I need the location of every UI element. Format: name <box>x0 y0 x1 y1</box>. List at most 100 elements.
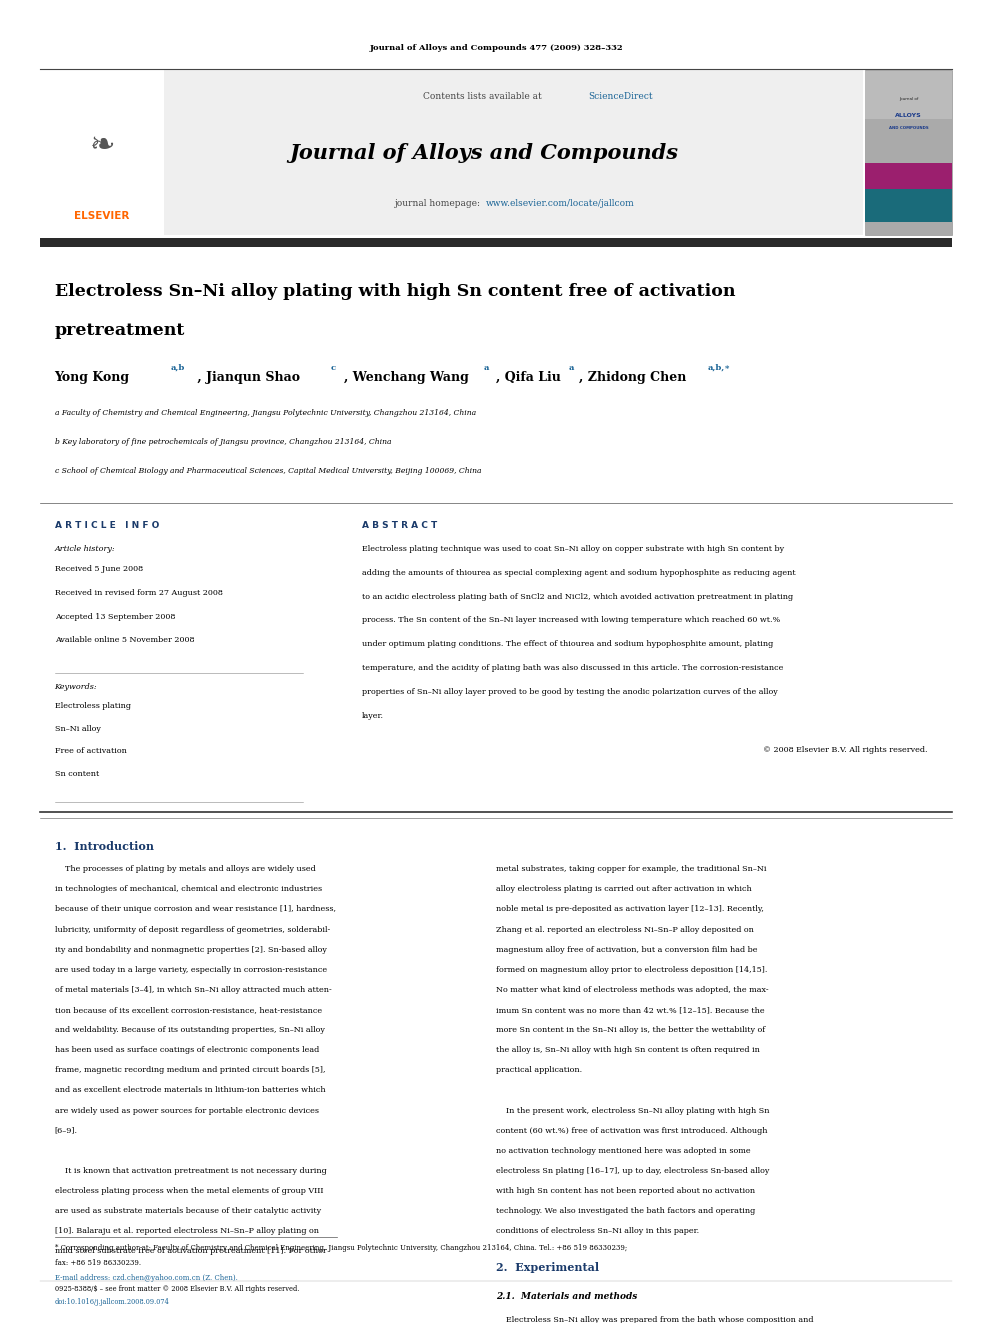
Text: Sn content: Sn content <box>55 770 99 778</box>
Text: Electroless plating technique was used to coat Sn–Ni alloy on copper substrate w: Electroless plating technique was used t… <box>362 545 785 553</box>
Text: © 2008 Elsevier B.V. All rights reserved.: © 2008 Elsevier B.V. All rights reserved… <box>763 746 928 754</box>
Text: practical application.: practical application. <box>496 1066 582 1074</box>
Text: fax: +86 519 86330239.: fax: +86 519 86330239. <box>55 1259 141 1267</box>
Text: and as excellent electrode materials in lithium-ion batteries which: and as excellent electrode materials in … <box>55 1086 325 1094</box>
Text: Available online 5 November 2008: Available online 5 November 2008 <box>55 636 194 644</box>
Text: noble metal is pre-deposited as activation layer [12–13]. Recently,: noble metal is pre-deposited as activati… <box>496 905 764 913</box>
Text: pretreatment: pretreatment <box>55 323 185 339</box>
Text: It is known that activation pretreatment is not necessary during: It is known that activation pretreatment… <box>55 1167 326 1175</box>
Text: Contents lists available at: Contents lists available at <box>424 93 545 101</box>
Text: Journal of Alloys and Compounds: Journal of Alloys and Compounds <box>290 143 679 164</box>
Text: The processes of plating by metals and alloys are widely used: The processes of plating by metals and a… <box>55 865 315 873</box>
Text: 1.  Introduction: 1. Introduction <box>55 841 154 852</box>
Text: are used as substrate materials because of their catalytic activity: are used as substrate materials because … <box>55 1207 320 1215</box>
Text: * Corresponding author at: Faculty of Chemistry and Chemical Engineering, Jiangs: * Corresponding author at: Faculty of Ch… <box>55 1244 627 1252</box>
Text: adding the amounts of thiourea as special complexing agent and sodium hypophosph: adding the amounts of thiourea as specia… <box>362 569 796 577</box>
Text: 0925-8388/$ – see front matter © 2008 Elsevier B.V. All rights reserved.: 0925-8388/$ – see front matter © 2008 El… <box>55 1285 299 1293</box>
Bar <box>40 238 952 247</box>
Text: Sn–Ni alloy: Sn–Ni alloy <box>55 725 100 733</box>
Text: , Zhidong Chen: , Zhidong Chen <box>579 370 686 384</box>
Text: are used today in a large variety, especially in corrosion-resistance: are used today in a large variety, espec… <box>55 966 326 974</box>
Text: , Jianqun Shao: , Jianqun Shao <box>193 370 301 384</box>
Text: A R T I C L E   I N F O: A R T I C L E I N F O <box>55 521 159 529</box>
Text: properties of Sn–Ni alloy layer proved to be good by testing the anodic polariza: properties of Sn–Ni alloy layer proved t… <box>362 688 778 696</box>
Text: Keywords:: Keywords: <box>55 683 97 691</box>
Text: 2.1.  Materials and methods: 2.1. Materials and methods <box>496 1291 638 1301</box>
Bar <box>40 70 164 235</box>
Text: , Wenchang Wang: , Wenchang Wang <box>344 370 469 384</box>
Text: frame, magnetic recording medium and printed circuit boards [5],: frame, magnetic recording medium and pri… <box>55 1066 325 1074</box>
Text: Article history:: Article history: <box>55 545 115 553</box>
Text: Received 5 June 2008: Received 5 June 2008 <box>55 565 143 573</box>
Text: Received in revised form 27 August 2008: Received in revised form 27 August 2008 <box>55 589 222 597</box>
Text: ELSEVIER: ELSEVIER <box>74 210 130 221</box>
Bar <box>865 70 952 235</box>
Text: more Sn content in the Sn–Ni alloy is, the better the wettability of: more Sn content in the Sn–Ni alloy is, t… <box>496 1027 765 1035</box>
Text: content (60 wt.%) free of activation was first introduced. Although: content (60 wt.%) free of activation was… <box>496 1127 768 1135</box>
Text: imum Sn content was no more than 42 wt.% [12–15]. Because the: imum Sn content was no more than 42 wt.%… <box>496 1005 765 1013</box>
Text: 2.  Experimental: 2. Experimental <box>496 1262 599 1273</box>
Text: [6–9].: [6–9]. <box>55 1127 77 1135</box>
Text: a: a <box>568 364 574 372</box>
Text: In the present work, electroless Sn–Ni alloy plating with high Sn: In the present work, electroless Sn–Ni a… <box>496 1106 770 1114</box>
Text: because of their unique corrosion and wear resistance [1], hardness,: because of their unique corrosion and we… <box>55 905 335 913</box>
Text: has been used as surface coatings of electronic components lead: has been used as surface coatings of ele… <box>55 1046 318 1054</box>
Text: ity and bondability and nonmagnetic properties [2]. Sn-based alloy: ity and bondability and nonmagnetic prop… <box>55 946 326 954</box>
Text: technology. We also investigated the bath factors and operating: technology. We also investigated the bat… <box>496 1207 755 1215</box>
Text: layer.: layer. <box>362 712 384 720</box>
Text: a,b: a,b <box>171 364 185 372</box>
Text: Free of activation: Free of activation <box>55 747 126 755</box>
Text: Journal of Alloys and Compounds 477 (2009) 328–332: Journal of Alloys and Compounds 477 (200… <box>369 44 623 52</box>
Text: a: a <box>484 364 490 372</box>
Text: a Faculty of Chemistry and Chemical Engineering, Jiangsu Polytechnic University,: a Faculty of Chemistry and Chemical Engi… <box>55 409 476 417</box>
Text: of metal materials [3–4], in which Sn–Ni alloy attracted much atten-: of metal materials [3–4], in which Sn–Ni… <box>55 986 331 994</box>
Text: ALLOYS: ALLOYS <box>896 112 922 118</box>
Text: with high Sn content has not been reported about no activation: with high Sn content has not been report… <box>496 1187 755 1195</box>
Text: journal homepage:: journal homepage: <box>395 200 484 208</box>
Bar <box>40 70 863 235</box>
Text: c School of Chemical Biology and Pharmaceutical Sciences, Capital Medical Univer: c School of Chemical Biology and Pharmac… <box>55 467 481 475</box>
Text: are widely used as power sources for portable electronic devices: are widely used as power sources for por… <box>55 1106 318 1114</box>
Text: to an acidic electroless plating bath of SnCl2 and NiCl2, which avoided activati: to an acidic electroless plating bath of… <box>362 593 794 601</box>
Text: ScienceDirect: ScienceDirect <box>588 93 653 101</box>
Bar <box>865 163 952 192</box>
Text: , Qifa Liu: , Qifa Liu <box>496 370 560 384</box>
Text: c: c <box>330 364 335 372</box>
Text: b Key laboratory of fine petrochemicals of Jiangsu province, Changzhou 213164, C: b Key laboratory of fine petrochemicals … <box>55 438 391 446</box>
Text: process. The Sn content of the Sn–Ni layer increased with lowing temperature whi: process. The Sn content of the Sn–Ni lay… <box>362 617 781 624</box>
Text: formed on magnesium alloy prior to electroless deposition [14,15].: formed on magnesium alloy prior to elect… <box>496 966 768 974</box>
Text: Electroless Sn–Ni alloy was prepared from the bath whose composition and: Electroless Sn–Ni alloy was prepared fro… <box>496 1316 813 1323</box>
Text: ❧: ❧ <box>89 131 115 160</box>
Text: Journal of: Journal of <box>899 97 919 102</box>
Text: temperature, and the acidity of plating bath was also discussed in this article.: temperature, and the acidity of plating … <box>362 664 784 672</box>
Text: conditions of electroless Sn–Ni alloy in this paper.: conditions of electroless Sn–Ni alloy in… <box>496 1228 699 1236</box>
Text: Accepted 13 September 2008: Accepted 13 September 2008 <box>55 613 175 620</box>
Text: electroless Sn plating [16–17], up to day, electroless Sn-based alloy: electroless Sn plating [16–17], up to da… <box>496 1167 770 1175</box>
Text: Yong Kong: Yong Kong <box>55 370 130 384</box>
Text: alloy electroless plating is carried out after activation in which: alloy electroless plating is carried out… <box>496 885 752 893</box>
Text: E-mail address: czd.chen@yahoo.com.cn (Z. Chen).: E-mail address: czd.chen@yahoo.com.cn (Z… <box>55 1274 237 1282</box>
Text: Zhang et al. reported an electroless Ni–Sn–P alloy deposited on: Zhang et al. reported an electroless Ni–… <box>496 926 754 934</box>
Text: in technologies of mechanical, chemical and electronic industries: in technologies of mechanical, chemical … <box>55 885 321 893</box>
Text: [10]. Balaraju et al. reported electroless Ni–Sn–P alloy plating on: [10]. Balaraju et al. reported electrole… <box>55 1228 318 1236</box>
Text: doi:10.1016/j.jallcom.2008.09.074: doi:10.1016/j.jallcom.2008.09.074 <box>55 1298 170 1306</box>
Text: www.elsevier.com/locate/jallcom: www.elsevier.com/locate/jallcom <box>486 200 635 208</box>
Bar <box>865 71 952 119</box>
Text: Electroless Sn–Ni alloy plating with high Sn content free of activation: Electroless Sn–Ni alloy plating with hig… <box>55 283 735 299</box>
Text: A B S T R A C T: A B S T R A C T <box>362 521 437 529</box>
Text: AND COMPOUNDS: AND COMPOUNDS <box>889 126 929 131</box>
Text: Electroless plating: Electroless plating <box>55 703 131 710</box>
Text: No matter what kind of electroless methods was adopted, the max-: No matter what kind of electroless metho… <box>496 986 769 994</box>
Text: electroless plating process when the metal elements of group VIII: electroless plating process when the met… <box>55 1187 323 1195</box>
Text: a,b,∗: a,b,∗ <box>707 364 730 372</box>
Text: mild steel substrate free of activation pretreatment [11]. For other: mild steel substrate free of activation … <box>55 1248 326 1256</box>
Text: no activation technology mentioned here was adopted in some: no activation technology mentioned here … <box>496 1147 751 1155</box>
Text: metal substrates, taking copper for example, the traditional Sn–Ni: metal substrates, taking copper for exam… <box>496 865 767 873</box>
Text: tion because of its excellent corrosion-resistance, heat-resistance: tion because of its excellent corrosion-… <box>55 1005 321 1013</box>
Bar <box>865 189 952 222</box>
Text: the alloy is, Sn–Ni alloy with high Sn content is often required in: the alloy is, Sn–Ni alloy with high Sn c… <box>496 1046 760 1054</box>
Text: magnesium alloy free of activation, but a conversion film had be: magnesium alloy free of activation, but … <box>496 946 758 954</box>
Text: and weldability. Because of its outstanding properties, Sn–Ni alloy: and weldability. Because of its outstand… <box>55 1027 324 1035</box>
Text: lubricity, uniformity of deposit regardless of geometries, solderabil-: lubricity, uniformity of deposit regardl… <box>55 926 329 934</box>
Text: under optimum plating conditions. The effect of thiourea and sodium hypophosphit: under optimum plating conditions. The ef… <box>362 640 774 648</box>
